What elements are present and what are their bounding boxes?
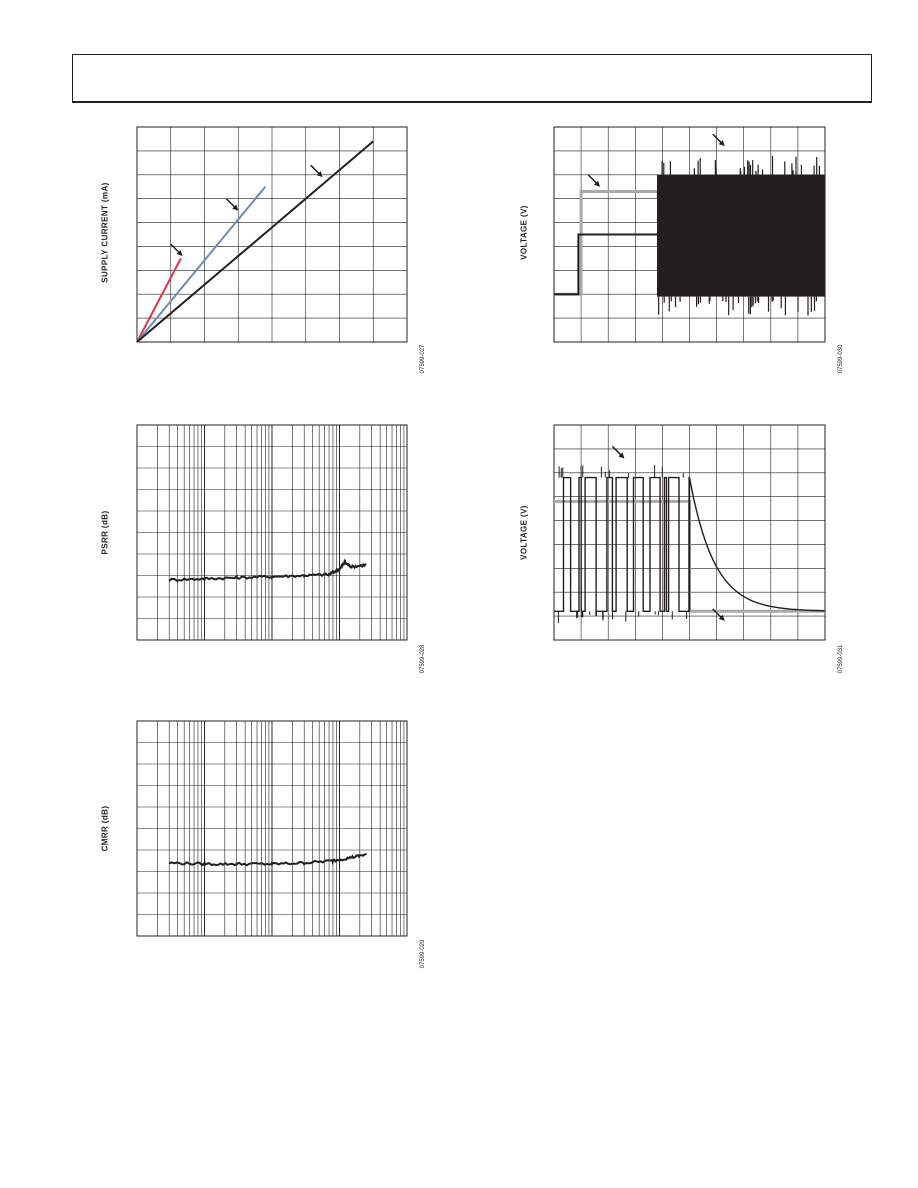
voltage-2-frame xyxy=(553,424,826,641)
arrow-head xyxy=(232,204,239,211)
psrr-series-0-line xyxy=(168,558,367,582)
psrr-y-axis-label: PSRR (dB) xyxy=(100,510,110,555)
supply-current-series-2-line xyxy=(136,140,374,343)
voltage-2-annotation-arrow-1 xyxy=(712,608,725,621)
psrr-frame xyxy=(136,424,408,641)
supply-current-frame xyxy=(136,126,408,343)
voltage-1-chart xyxy=(553,126,826,343)
supply-current-chart xyxy=(136,126,408,343)
voltage-2-y-axis-label: VOLTAGE (V) xyxy=(519,505,529,560)
psrr-figure-code: 07599-028 xyxy=(420,644,426,674)
psrr-chart xyxy=(136,424,408,641)
arrow-head xyxy=(718,140,725,147)
supply-current-annotation-arrow-2 xyxy=(310,164,323,178)
voltage-1-y-axis-label: VOLTAGE (V) xyxy=(519,205,529,260)
voltage-1-series-1-line xyxy=(554,233,657,296)
voltage-1-annotation-arrow-1 xyxy=(712,133,725,147)
page-header-box xyxy=(72,54,872,103)
cmrr-y-axis-label: CMRR (dB) xyxy=(100,805,110,852)
supply-current-series-0-line xyxy=(136,257,182,343)
supply-current-annotation-arrow-1 xyxy=(225,198,239,211)
arrow-head xyxy=(594,180,601,187)
voltage-1-noise-spikes xyxy=(658,155,820,316)
arrow-head xyxy=(718,614,725,621)
supply-current-y-axis-label: SUPPLY CURRENT (mA) xyxy=(100,182,110,283)
voltage-2-glitch-spikes xyxy=(557,465,688,624)
voltage-1-annotation-arrow-0 xyxy=(587,174,601,187)
voltage-1-noise-band xyxy=(656,174,825,297)
voltage-1-figure-code: 07599-030 xyxy=(838,344,844,374)
supply-current-annotation-arrow-0 xyxy=(170,243,183,256)
psrr-grid xyxy=(137,425,407,640)
supply-current-figure-code: 07599-027 xyxy=(420,344,426,374)
cmrr-chart xyxy=(136,720,408,937)
supply-current-grid xyxy=(137,127,407,342)
voltage-2-figure-code: 07599-031 xyxy=(838,644,844,674)
voltage-2-series-1-line xyxy=(553,476,826,613)
cmrr-series-0-line xyxy=(168,852,367,867)
arrow-head xyxy=(618,452,625,459)
arrow-head xyxy=(176,250,183,256)
cmrr-figure-code: 07599-029 xyxy=(420,939,426,969)
arrow-head xyxy=(316,171,323,178)
voltage-2-chart xyxy=(553,424,826,641)
supply-current-series-1-line xyxy=(136,186,267,343)
voltage-2-annotation-arrow-0 xyxy=(611,445,625,459)
cmrr-grid xyxy=(137,721,407,936)
cmrr-frame xyxy=(136,720,408,937)
